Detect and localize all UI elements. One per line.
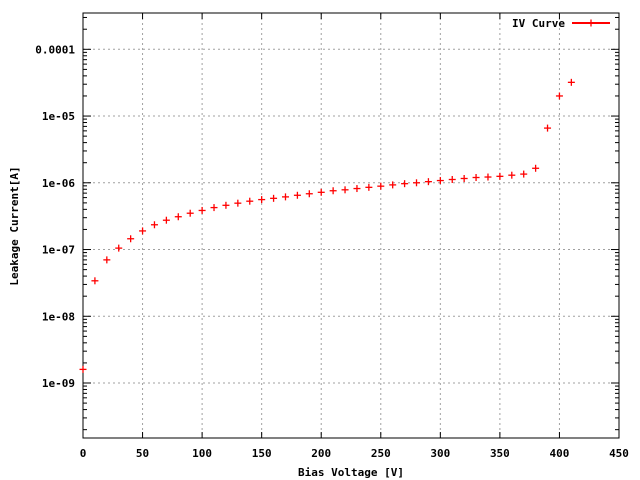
data-point-7 [162,216,170,224]
data-point-24 [365,183,373,191]
data-point-12 [222,201,230,209]
y-tick-label-3: 1e-06 [42,177,75,190]
data-point-33 [472,174,480,182]
data-point-8 [174,213,182,221]
legend-marker [587,19,595,27]
data-point-1 [91,277,99,285]
axis-ticks [82,13,620,438]
data-point-39 [544,124,552,132]
data-point-14 [246,197,254,205]
x-tick-label-4: 200 [311,447,331,460]
data-point-16 [270,194,278,202]
x-tick-label-1: 50 [136,447,149,460]
data-point-13 [234,199,242,207]
data-point-17 [281,193,289,201]
y-tick-labels: 1e-09 1e-08 1e-07 1e-06 1e-05 0.0001 [35,43,75,390]
data-point-18 [293,191,301,199]
data-point-0 [79,365,87,373]
data-point-30 [436,177,444,185]
data-points [79,78,575,373]
x-tick-label-2: 100 [192,447,212,460]
y-tick-label-2: 1e-07 [42,244,75,257]
data-point-15 [258,196,266,204]
x-axis-label: Bias Voltage [V] [298,466,404,479]
x-tick-label-8: 400 [550,447,570,460]
data-point-31 [448,176,456,184]
data-point-28 [413,179,421,187]
data-point-41 [567,78,575,86]
data-point-19 [305,190,313,198]
data-point-22 [341,186,349,194]
data-point-20 [317,188,325,196]
data-point-40 [555,92,563,100]
data-point-21 [329,187,337,195]
data-point-26 [389,181,397,189]
data-point-10 [198,206,206,214]
y-tick-label-5: 0.0001 [35,43,75,56]
x-tick-label-0: 0 [80,447,87,460]
data-point-35 [496,172,504,180]
y-axis-label: Leakage Current[A] [8,166,21,285]
x-tick-label-9: 450 [609,447,629,460]
x-tick-label-3: 150 [252,447,272,460]
x-tick-label-6: 300 [430,447,450,460]
legend-label: IV Curve [512,17,565,30]
data-point-38 [532,164,540,172]
data-point-32 [460,174,468,182]
data-point-4 [127,235,135,243]
data-point-34 [484,173,492,181]
x-tick-label-7: 350 [490,447,510,460]
data-point-29 [424,178,432,186]
plot-frame [82,12,620,439]
data-point-37 [520,170,528,178]
data-point-5 [139,227,147,235]
grid [83,13,619,438]
y-tick-label-0: 1e-09 [42,377,75,390]
data-point-11 [210,204,218,212]
data-point-36 [508,171,516,179]
x-tick-label-5: 250 [371,447,391,460]
data-point-27 [401,180,409,188]
data-point-2 [103,256,111,264]
data-point-6 [150,221,158,229]
y-tick-label-1: 1e-08 [42,310,75,323]
data-point-23 [353,185,361,193]
legend-point-marker [587,19,595,27]
data-point-9 [186,209,194,217]
data-point-25 [377,182,385,190]
x-tick-labels: 0 50 100 150 200 250 300 350 400 450 [80,447,629,460]
data-point-3 [115,244,123,252]
y-tick-label-4: 1e-05 [42,110,75,123]
legend: IV Curve [512,17,610,30]
